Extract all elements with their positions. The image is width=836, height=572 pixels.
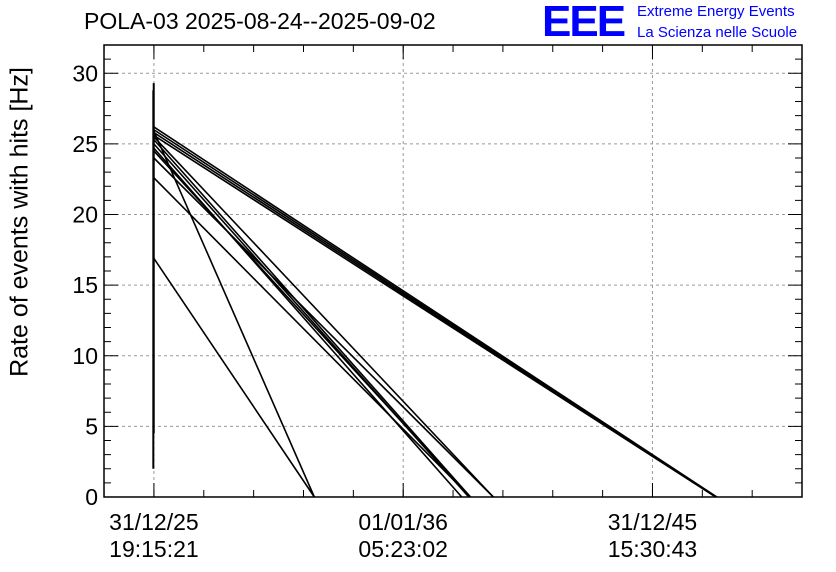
data-segment [153, 150, 472, 498]
eee-logo-text-line2: La Scienza nelle Scuole [637, 24, 798, 41]
x-tick-label-time: 19:15:21 [109, 536, 199, 562]
eee-logo-mark: EEE [542, 0, 626, 46]
data-segment [153, 134, 716, 498]
y-axis-label: Rate of events with hits [Hz] [5, 67, 34, 377]
data-segment [153, 130, 316, 498]
x-tick-label-date: 31/12/45 [608, 509, 698, 535]
x-tick-label-time: 05:23:02 [358, 536, 448, 562]
chart-title: POLA-03 2025-08-24--2025-09-02 [84, 8, 436, 34]
eee-logo-text-line1: Extreme Energy Events [637, 3, 795, 20]
y-tick-label: 30 [72, 60, 98, 86]
grid-lines [104, 45, 802, 497]
data-segment [153, 139, 472, 498]
x-tick-label-date: 31/12/25 [109, 509, 199, 535]
y-tick-label: 0 [85, 484, 98, 510]
data-segment [153, 257, 315, 498]
x-tick-label-date: 01/01/36 [358, 509, 448, 535]
y-tick-label: 5 [85, 413, 98, 439]
y-tick-label: 10 [72, 343, 98, 369]
data-segment [153, 157, 494, 498]
y-tick-label: 25 [72, 131, 98, 157]
x-tick-label-time: 15:30:43 [608, 536, 698, 562]
y-tick-label: 15 [72, 272, 98, 298]
plot-frame [103, 44, 803, 498]
y-tick-label: 20 [72, 202, 98, 228]
data-segment [153, 136, 494, 498]
data-segment [153, 177, 472, 498]
axis-ticks [103, 44, 802, 498]
data-series [152, 83, 718, 498]
